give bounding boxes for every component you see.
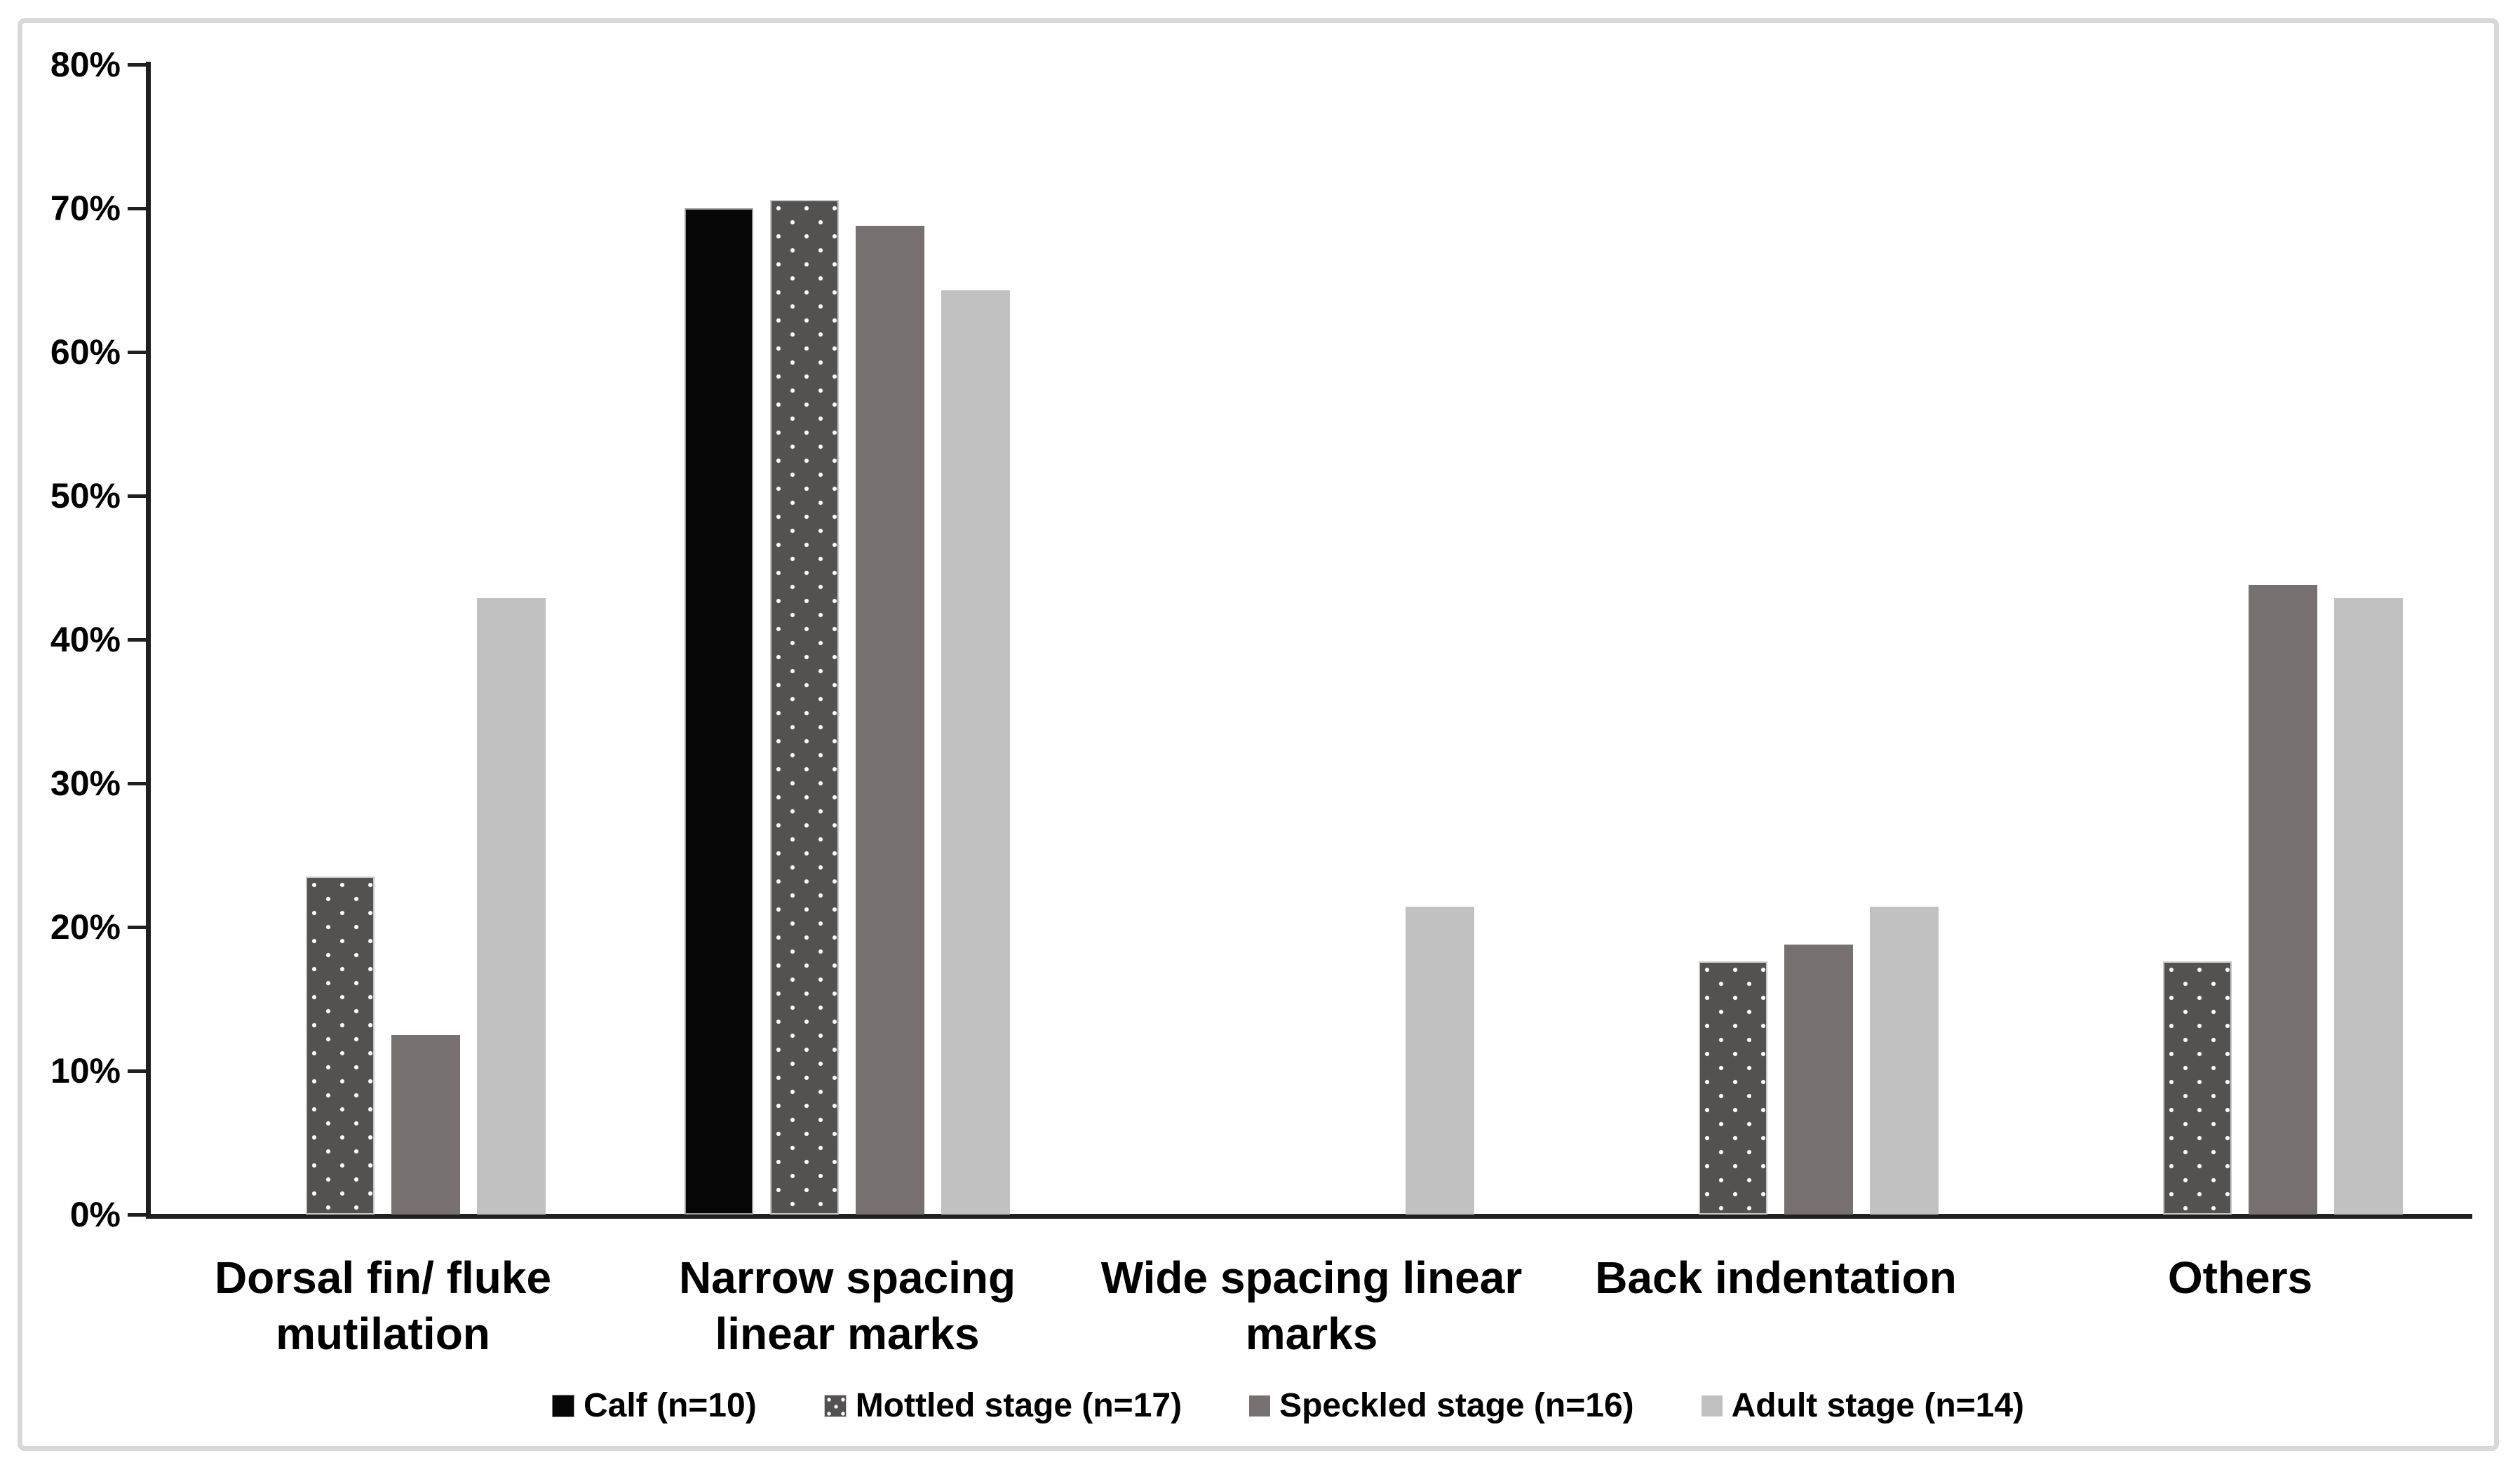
bar-series3-cat4 (2334, 597, 2403, 1215)
category-label-line: Narrow spacing (678, 1252, 1016, 1303)
category-label: Dorsal fin/ fluke mutilation (116, 1250, 649, 1362)
bar-series1-cat3 (1699, 961, 1767, 1215)
bar-series3-cat0 (477, 597, 546, 1215)
y-axis-tick-label: 0% (69, 1195, 121, 1234)
legend-item-series0: Calf (n=10) (551, 1385, 757, 1427)
category-label-line: mutilation (276, 1309, 490, 1359)
bar-series1-cat4 (2163, 961, 2232, 1215)
y-axis-tick-label: 30% (50, 764, 121, 803)
bar-series2-cat3 (1784, 944, 1853, 1215)
bar-series3-cat1 (941, 290, 1010, 1215)
y-axis-tick (128, 638, 146, 642)
y-axis-tick (128, 926, 146, 929)
bar-series3-cat2 (1406, 907, 1474, 1215)
legend-item-series3: Adult stage (n=14) (1701, 1385, 2025, 1427)
bar-series1-cat0 (306, 877, 375, 1215)
y-axis-tick-label: 70% (50, 189, 121, 228)
y-axis-tick-label: 80% (50, 45, 121, 84)
legend-item-series1: Mottled stage (n=17) (823, 1385, 1182, 1427)
category-label-line: Dorsal fin/ fluke (214, 1252, 552, 1303)
y-axis-tick-label: 20% (50, 907, 121, 947)
legend-label: Mottled stage (n=17) (855, 1387, 1182, 1424)
bar-series2-cat1 (856, 225, 924, 1215)
legend-swatch-series1 (823, 1395, 847, 1417)
bar-series2-cat4 (2249, 585, 2317, 1215)
y-axis-tick (128, 782, 146, 785)
legend-item-series2: Speckled stage (n=16) (1249, 1385, 1634, 1427)
x-axis-line (146, 1214, 2472, 1219)
category-label-line: marks (1245, 1309, 1378, 1359)
y-axis-tick (128, 494, 146, 498)
category-label: Back indentation (1509, 1250, 2042, 1306)
y-axis-tick (128, 351, 146, 354)
category-label: Wide spacing linear marks (1045, 1250, 1578, 1362)
legend-label: Adult stage (n=14) (1731, 1387, 2025, 1424)
bar-series2-cat0 (391, 1034, 460, 1215)
category-label-line: Back indentation (1595, 1252, 1957, 1303)
legend-swatch-series3 (1701, 1395, 1723, 1416)
bar-series0-cat1 (685, 208, 753, 1215)
y-axis-tick (128, 63, 146, 67)
category-label: Others (1974, 1250, 2507, 1306)
y-axis-tick-label: 10% (50, 1051, 121, 1090)
legend: Calf (n=10) Mottled stage (n=17) Speckled … (28, 1383, 2520, 1429)
bar-series1-cat1 (770, 199, 839, 1215)
y-axis-tick (128, 207, 146, 210)
legend-label: Calf (n=10) (583, 1387, 757, 1424)
y-axis-tick-label: 50% (50, 476, 121, 515)
category-label-line: linear marks (715, 1309, 980, 1359)
y-axis-tick (128, 1069, 146, 1073)
y-axis-tick (128, 1213, 146, 1217)
bar-series3-cat3 (1870, 907, 1939, 1215)
category-label-line: Others (2167, 1252, 2313, 1303)
y-axis-line (146, 62, 151, 1217)
chart-frame (18, 18, 2499, 1451)
category-label: Narrow spacing linear marks (581, 1250, 1114, 1362)
y-axis-tick-label: 60% (50, 332, 121, 372)
legend-swatch-series2 (1249, 1395, 1271, 1416)
category-label-line: Wide spacing linear (1100, 1252, 1523, 1303)
y-axis-tick-label: 40% (50, 620, 121, 659)
legend-label: Speckled stage (n=16) (1279, 1387, 1634, 1424)
legend-swatch-series0 (551, 1395, 574, 1417)
